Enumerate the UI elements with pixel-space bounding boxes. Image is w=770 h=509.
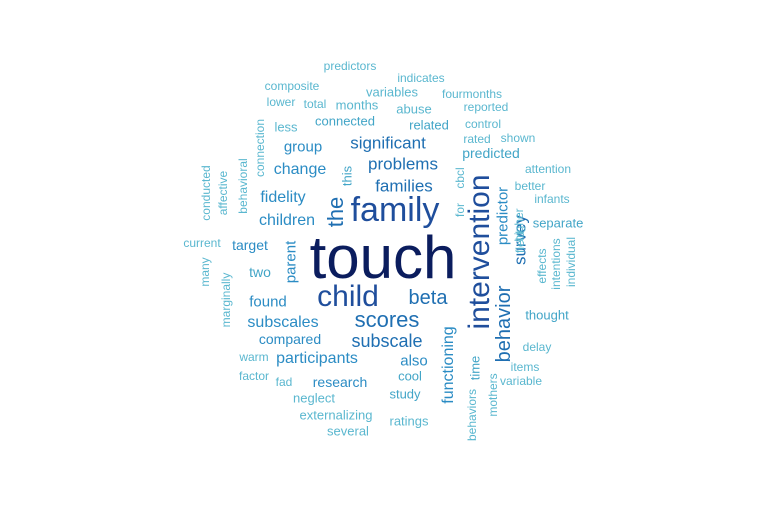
word-change: change bbox=[273, 161, 327, 178]
word-participants: participants bbox=[276, 350, 358, 367]
word-reported: reported bbox=[463, 100, 509, 114]
word-warm: warm bbox=[239, 350, 269, 364]
word-predictors: predictors bbox=[323, 59, 377, 73]
word-behavioral: behavioral bbox=[236, 158, 250, 214]
word-fidelity: fidelity bbox=[260, 189, 306, 206]
word-total: total bbox=[303, 97, 327, 111]
word-related: related bbox=[409, 117, 449, 133]
word-externalizing: externalizing bbox=[299, 407, 373, 423]
word-variable: variable bbox=[499, 374, 543, 388]
word-many: many bbox=[198, 257, 212, 287]
word-factor: factor bbox=[238, 369, 270, 383]
word-found: found bbox=[249, 293, 287, 311]
word-conducted: conducted bbox=[199, 165, 213, 221]
word-infants: infants bbox=[534, 192, 570, 206]
word-behaviors: behaviors bbox=[465, 388, 479, 442]
word-cool: cool bbox=[398, 368, 422, 384]
word-cbcl: cbcl bbox=[453, 167, 467, 189]
word-abuse: abuse bbox=[396, 101, 432, 117]
word-beta: beta bbox=[408, 287, 448, 309]
word-child: child bbox=[317, 280, 379, 313]
word-field: field bbox=[513, 230, 527, 254]
word-children: children bbox=[258, 212, 316, 229]
word-several: several bbox=[327, 423, 369, 439]
word-attention: attention bbox=[524, 162, 572, 176]
word-indicates: indicates bbox=[397, 71, 445, 85]
word-study: study bbox=[389, 386, 421, 402]
word-significant: significant bbox=[350, 133, 426, 153]
word-rated: rated bbox=[463, 132, 491, 146]
word-families: families bbox=[375, 176, 433, 196]
word-connection: connection bbox=[253, 118, 267, 178]
word-current: current bbox=[183, 236, 221, 250]
word-target: target bbox=[232, 237, 268, 253]
word-time: time bbox=[467, 355, 483, 381]
word-group: group bbox=[283, 138, 323, 156]
word-individual: individual bbox=[564, 236, 578, 288]
word-mothers: mothers bbox=[486, 373, 500, 417]
word-neglect: neglect bbox=[293, 390, 335, 406]
word-ratings: ratings bbox=[389, 413, 429, 429]
word-composite: composite bbox=[264, 79, 320, 93]
word-predictor: predictor bbox=[494, 186, 512, 246]
word-parent: parent bbox=[282, 240, 300, 284]
word-lower: lower bbox=[266, 95, 296, 109]
word-scores: scores bbox=[354, 307, 420, 332]
word-also: also bbox=[400, 352, 428, 370]
word-items: items bbox=[510, 360, 540, 374]
word-behavior: behavior bbox=[493, 285, 515, 363]
word-compared: compared bbox=[258, 331, 322, 347]
word-family: family bbox=[350, 191, 440, 229]
word-two: two bbox=[249, 264, 271, 280]
word-delay: delay bbox=[522, 340, 552, 354]
word-less: less bbox=[274, 119, 298, 135]
word-touch: touch bbox=[309, 224, 457, 291]
word-research: research bbox=[312, 374, 368, 390]
word-shown: shown bbox=[500, 131, 536, 145]
word-problems: problems bbox=[368, 154, 438, 174]
word-better: better bbox=[514, 179, 546, 193]
word-connected: connected bbox=[315, 113, 375, 129]
word-fad: fad bbox=[275, 375, 293, 389]
word-intentions: intentions bbox=[549, 238, 563, 290]
word-this: this bbox=[339, 165, 355, 187]
word-predicted: predicted bbox=[462, 145, 520, 161]
word-intervention: intervention bbox=[463, 174, 496, 330]
word-control: control bbox=[464, 117, 502, 131]
word-effects: effects bbox=[535, 248, 549, 284]
word-fourmonths: fourmonths bbox=[441, 87, 503, 101]
word-affective: affective bbox=[216, 170, 230, 216]
word-for: for bbox=[453, 202, 467, 218]
word-months: months bbox=[335, 97, 379, 113]
word-subscales: subscales bbox=[247, 314, 319, 331]
word-subscale: subscale bbox=[351, 331, 423, 351]
word-variables: variables bbox=[365, 84, 419, 100]
word-functioning: functioning bbox=[440, 326, 457, 404]
word-the: the bbox=[323, 196, 348, 228]
word-marginally: marginally bbox=[219, 272, 233, 328]
word-separate: separate bbox=[532, 215, 584, 231]
word-thought: thought bbox=[525, 307, 569, 323]
